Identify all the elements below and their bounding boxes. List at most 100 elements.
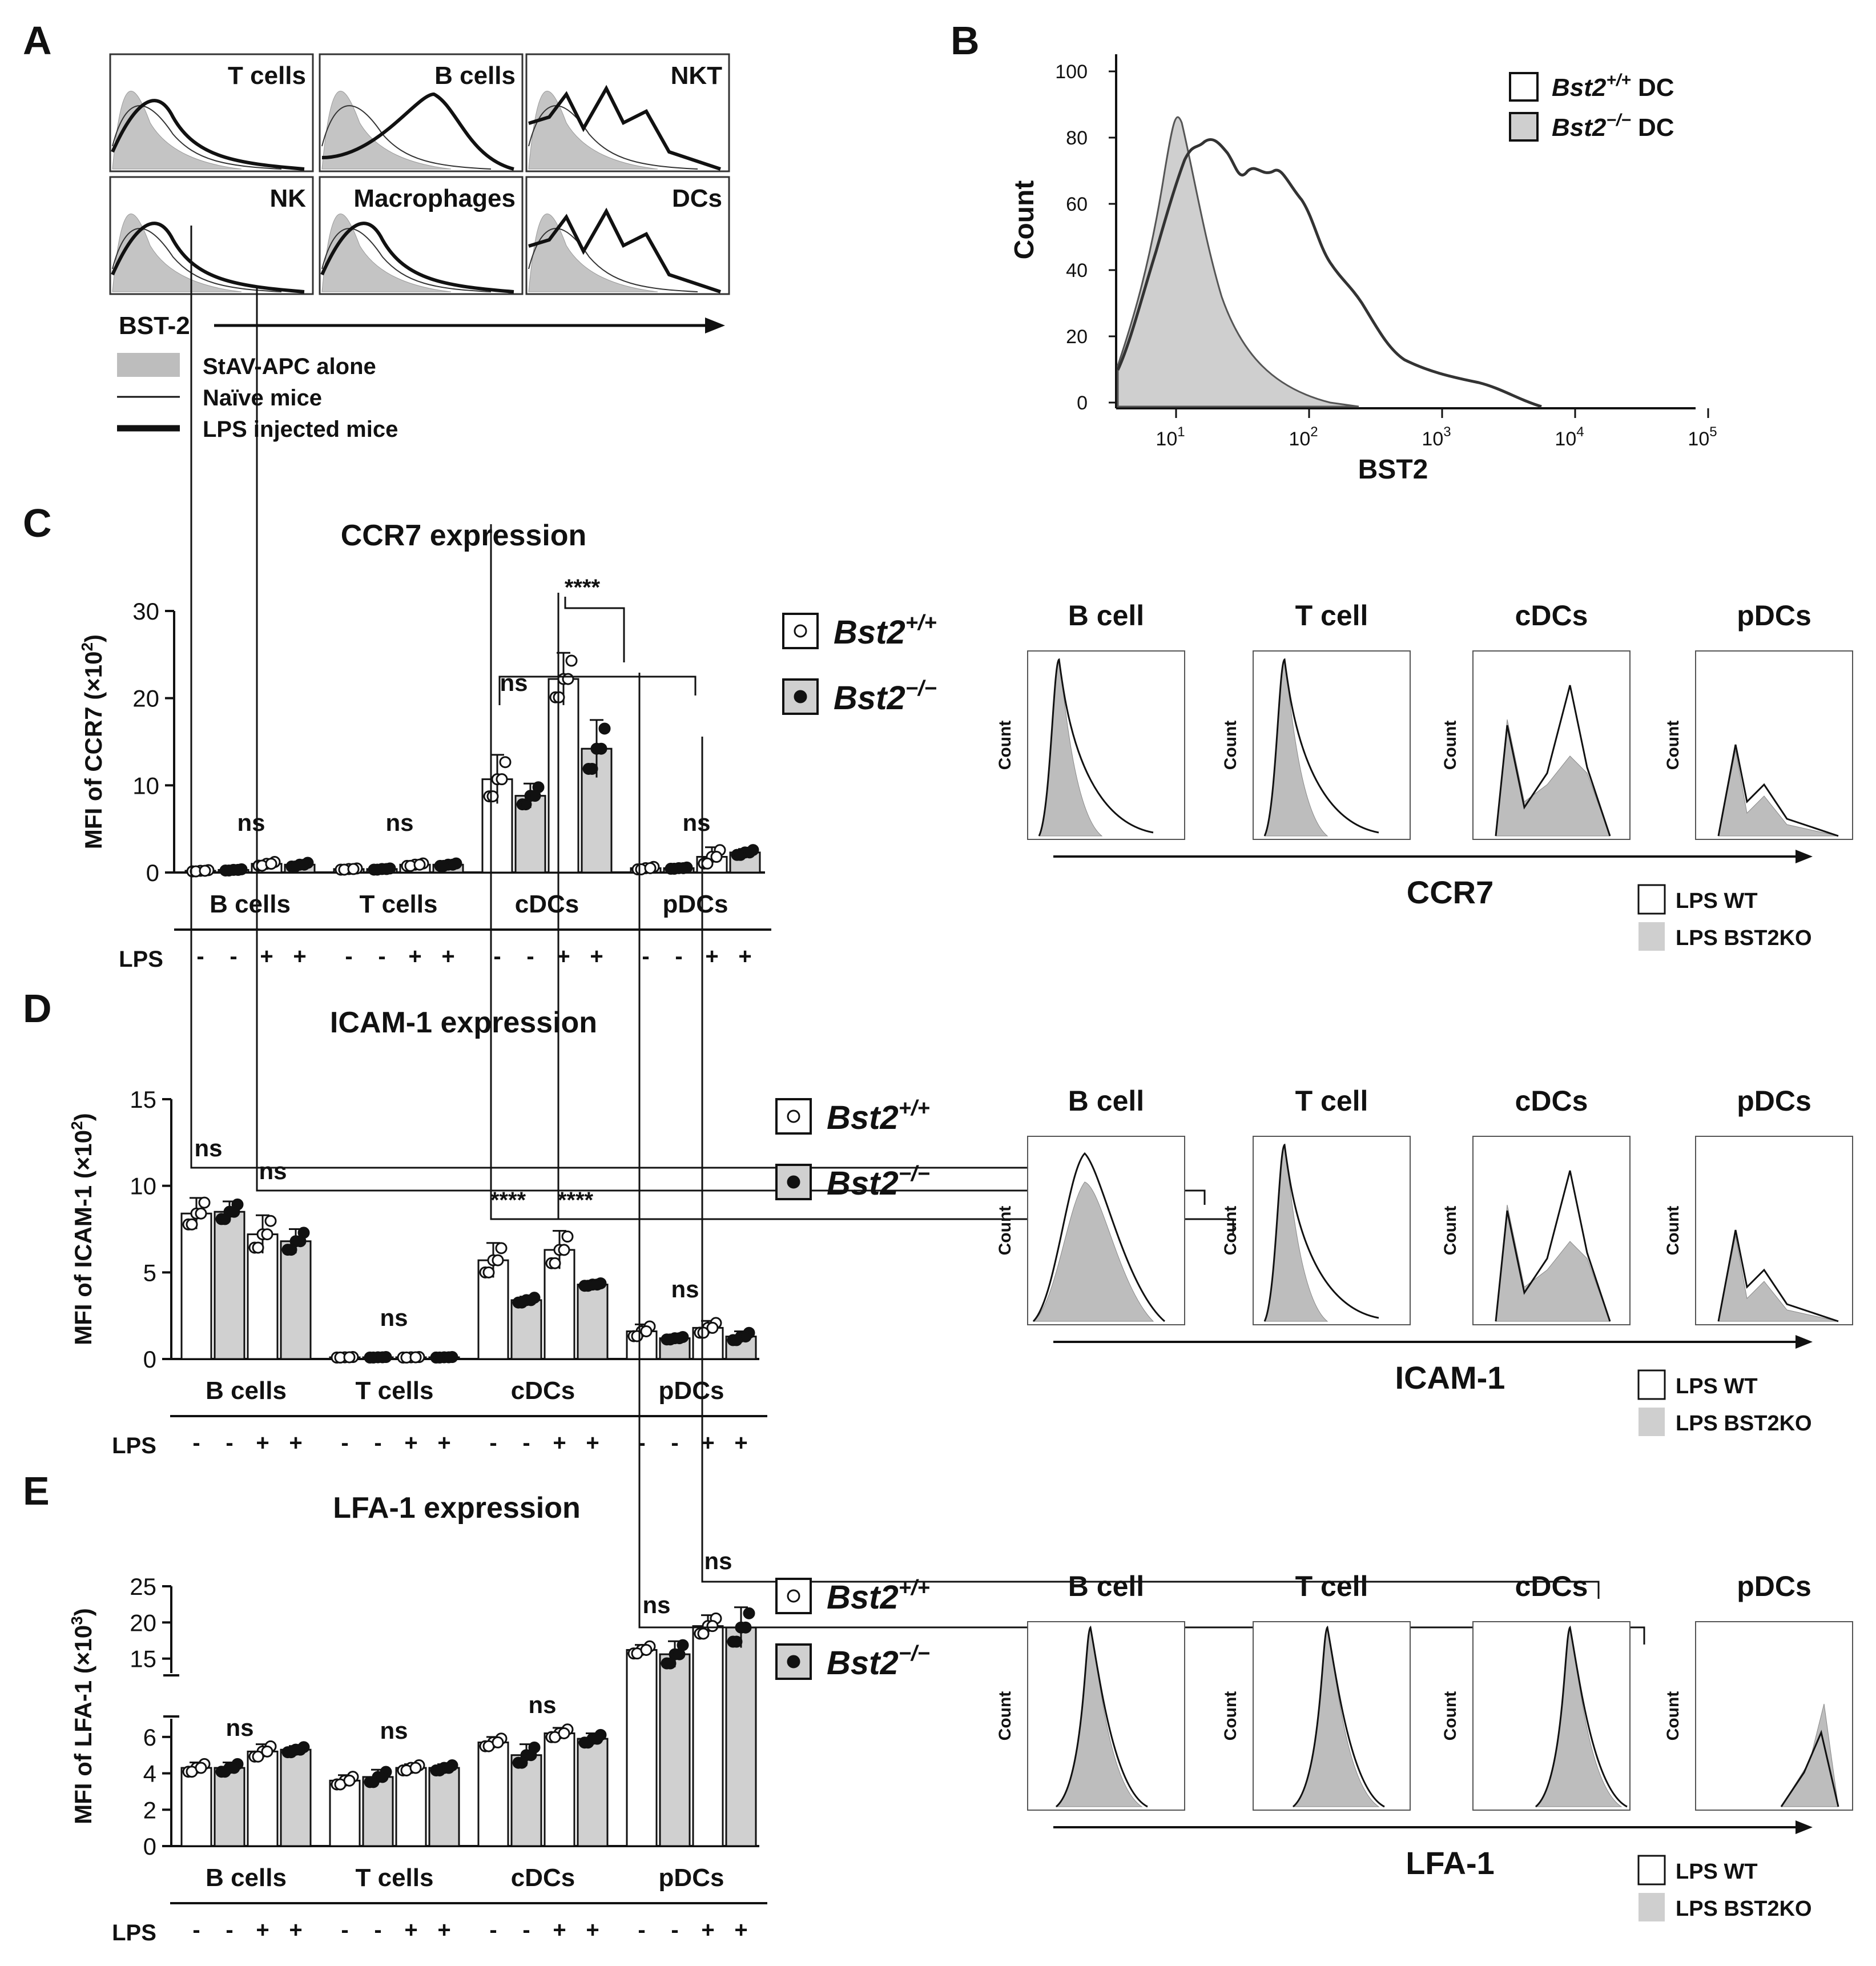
- hist-wt-t-cell: [1293, 1625, 1385, 1808]
- hist-wt-cdcs: [1495, 685, 1611, 837]
- hist-title-b-cell: B cell: [1068, 600, 1144, 632]
- hist-row-arrow-head: [1796, 1335, 1813, 1349]
- group-label: T cells: [356, 1377, 434, 1405]
- hist-wt-pdcs: [1717, 1229, 1839, 1322]
- significance-bracket: [701, 737, 1600, 1599]
- lps-sign: -: [196, 944, 204, 969]
- data-point-ko: [380, 863, 393, 875]
- legend-dot-ko: [794, 690, 807, 703]
- panel-letter-c: C: [23, 501, 52, 545]
- hist-title-cdcs: cDCs: [1515, 1085, 1588, 1117]
- histogram-label-t-cells: T cells: [228, 62, 306, 90]
- legend-dot-ko: [787, 1655, 800, 1669]
- histogram-lps-dcs: [528, 207, 721, 294]
- bar-wt: [626, 1649, 658, 1847]
- panel-letter-b: B: [951, 18, 980, 63]
- data-point-wt: [561, 1231, 574, 1243]
- data-point-wt: [496, 773, 508, 786]
- data-point-wt: [701, 857, 714, 870]
- histogram-label-dcs: DCs: [672, 184, 722, 212]
- lps-sign: -: [675, 944, 682, 969]
- data-point-ko: [376, 1771, 389, 1783]
- data-point-ko: [219, 1213, 231, 1225]
- legend-label-lps-wt: LPS WT: [1676, 1860, 1758, 1884]
- legend-label-wt: Bst2+/+: [834, 611, 937, 651]
- group-label: cDCs: [515, 890, 579, 918]
- histogram-control-dcs: [528, 214, 658, 292]
- panel-a-xlabel: BST-2: [119, 312, 190, 340]
- panel-letter-e: E: [23, 1469, 50, 1513]
- data-point-wt: [558, 1727, 570, 1739]
- hist-ylabel: Count: [996, 721, 1015, 770]
- significance-label: ns: [385, 809, 413, 836]
- panel-b-xtick-label: 103: [1422, 424, 1451, 450]
- y-axis-label: MFI of ICAM-1 (×102): [68, 1113, 96, 1345]
- lps-sign: +: [734, 1917, 747, 1943]
- data-point-ko: [743, 1607, 755, 1619]
- chart-title: ICAM-1 expression: [330, 1006, 597, 1039]
- legend-label-lps-wt: LPS WT: [1676, 889, 1758, 913]
- hist-row-arrow-head: [1796, 850, 1813, 863]
- legend-dot-wt: [787, 1109, 800, 1123]
- hist-ylabel: Count: [1221, 1691, 1240, 1741]
- panel-b-ytick-label: 100: [1055, 61, 1088, 83]
- bar-ko: [510, 1299, 542, 1360]
- hist-box-pdcs: [1695, 650, 1853, 840]
- significance-label: ns: [704, 1547, 732, 1574]
- data-point-wt: [252, 1241, 264, 1254]
- data-point-ko: [285, 1244, 297, 1256]
- data-point-ko: [664, 1657, 677, 1670]
- group-label: pDCs: [659, 1864, 724, 1892]
- legend-label-ko-dc: Bst2−/− DC: [1552, 111, 1674, 142]
- bar-wt: [329, 1779, 361, 1847]
- panel-c-bar-chart: CCR7 expression MFI of CCR7 (×102) 0 10 20 30…: [78, 519, 771, 972]
- bar-ko: [428, 1767, 460, 1847]
- lps-sign: -: [192, 1917, 200, 1943]
- legend-swatch-lps-wt: [1637, 1369, 1666, 1400]
- bar-ko: [577, 1284, 609, 1360]
- data-point-ko: [525, 1294, 537, 1306]
- y-tick-label: 4: [143, 1760, 156, 1787]
- data-point-ko: [673, 1332, 686, 1345]
- legend-swatch-wt-dc: [1509, 72, 1539, 102]
- lps-sign: +: [557, 944, 570, 969]
- hist-title-b-cell: B cell: [1068, 1570, 1144, 1602]
- data-point-wt: [261, 1745, 273, 1758]
- y-tick-label: 15: [130, 1086, 156, 1113]
- hist-wt-b-cell: [1056, 1625, 1148, 1808]
- data-point-wt: [558, 1244, 570, 1256]
- lps-sign: -: [341, 1917, 348, 1943]
- legend-swatch-ko-dc: [1509, 112, 1539, 142]
- data-point-ko: [595, 742, 607, 755]
- significance-bracket: [498, 676, 697, 705]
- group-label: cDCs: [511, 1377, 575, 1405]
- data-point-wt: [198, 1196, 211, 1209]
- data-point-ko: [673, 1648, 686, 1661]
- lps-sign: +: [437, 1430, 450, 1456]
- panel-b-ytick-label: 80: [1066, 127, 1088, 149]
- legend-dot-wt: [787, 1589, 800, 1603]
- legend-swatch-lps-wt: [1637, 1855, 1666, 1885]
- lps-sign: +: [586, 1430, 599, 1456]
- y-tick-label: 25: [130, 1573, 156, 1600]
- hist-ko-pdcs: [1781, 1703, 1839, 1807]
- data-point-ko: [232, 863, 244, 876]
- lps-sign: +: [289, 1917, 302, 1943]
- data-point-wt: [486, 790, 499, 803]
- significance-label: ns: [671, 1276, 699, 1302]
- data-point-wt: [640, 1325, 653, 1337]
- lps-sign: +: [701, 1430, 714, 1456]
- hist-row-xlabel: ICAM-1: [1395, 1360, 1505, 1396]
- legend-label-lps-ko: LPS BST2KO: [1676, 1412, 1812, 1436]
- bar-wt: [547, 678, 579, 874]
- panel-b-xtick-label: 105: [1688, 424, 1717, 450]
- significance-label: ****: [565, 575, 601, 600]
- lps-sign: -: [192, 1430, 200, 1456]
- y-tick-label: 15: [130, 1646, 156, 1672]
- y-tick-label: 6: [143, 1724, 156, 1751]
- data-point-wt: [697, 1326, 710, 1339]
- lps-sign: -: [526, 944, 534, 969]
- group-label: pDCs: [663, 890, 728, 918]
- lps-sign: -: [489, 1430, 497, 1456]
